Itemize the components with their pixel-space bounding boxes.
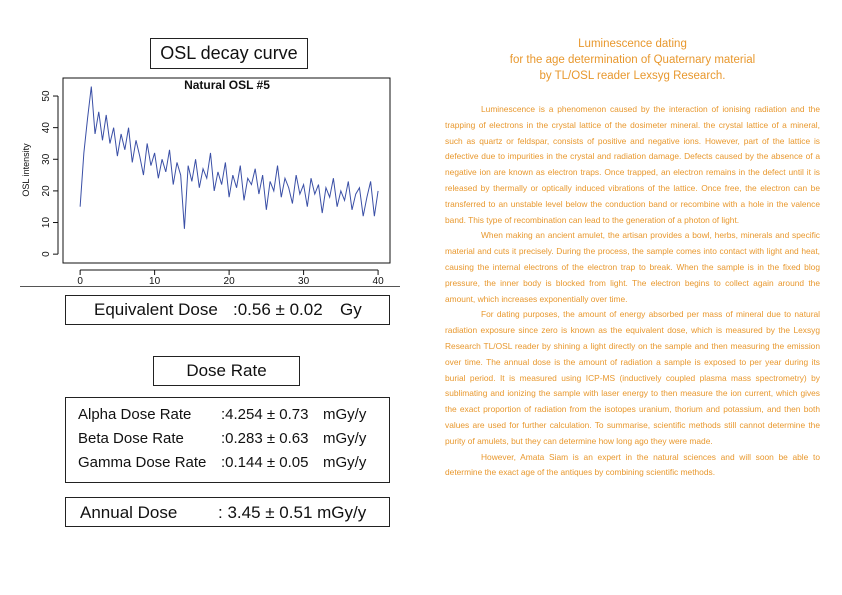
x-tick-label: 20 xyxy=(224,276,236,287)
value: : 3.45 ± 0.51 mGy/y xyxy=(218,503,367,522)
plot-frame xyxy=(62,77,391,264)
article-title: for the age determination of Quaternary … xyxy=(509,54,756,66)
label: Beta Dose Rate xyxy=(78,430,184,447)
paragraph: For dating purposes, the amount of energ… xyxy=(445,309,820,446)
paragraph: However, Amata Siam is an expert in the … xyxy=(445,451,820,478)
osl-curve xyxy=(79,86,379,229)
label: Equivalent Dose xyxy=(94,300,218,319)
unit: mGy/y xyxy=(323,406,367,423)
divider xyxy=(20,286,400,287)
annual-dose-box: Annual Dose : 3.45 ± 0.51 mGy/y xyxy=(65,497,390,527)
article-title: by TL/OSL reader Lexsyg Research. xyxy=(539,70,726,82)
x-tick-label: 30 xyxy=(298,276,310,287)
y-tick-label: 30 xyxy=(41,153,52,165)
chart-heading: OSL decay curve xyxy=(150,38,308,69)
value: :4.254 ± 0.73 xyxy=(221,406,309,423)
unit: mGy/y xyxy=(323,454,367,471)
label: Gamma Dose Rate xyxy=(78,454,207,471)
y-tick-label: 20 xyxy=(41,185,52,197)
unit: mGy/y xyxy=(323,430,367,447)
equivalent-dose-box: Equivalent Dose :0.56 ± 0.02 Gy xyxy=(65,295,390,325)
article: Luminescence dating for the age determin… xyxy=(445,36,820,481)
label: Alpha Dose Rate xyxy=(78,406,192,423)
value: :0.283 ± 0.63 xyxy=(221,430,309,447)
label: Annual Dose xyxy=(80,503,178,522)
chart: Natural OSL #5 OSL intensity 0 10 20 30 40 50… xyxy=(21,77,391,287)
dose-rate-heading: Dose Rate xyxy=(153,356,300,386)
dose-rate-box: Alpha Dose Rate :4.254 ± 0.73 mGy/y Beta Do… xyxy=(65,397,390,483)
y-tick-label: 50 xyxy=(41,90,52,102)
y-axis-label: OSL intensity xyxy=(21,143,31,197)
y-tick-label: 40 xyxy=(41,122,52,134)
x-tick-label: 10 xyxy=(149,276,161,287)
y-tick-label: 0 xyxy=(41,251,52,257)
y-tick-label: 10 xyxy=(41,217,52,229)
unit: Gy xyxy=(340,300,362,319)
x-tick-label: 40 xyxy=(373,276,385,287)
value: :0.56 ± 0.02 xyxy=(233,300,323,319)
value: :0.144 ± 0.05 xyxy=(221,454,309,471)
chart-title: Natural OSL #5 xyxy=(184,78,270,92)
x-tick-label: 0 xyxy=(77,276,83,287)
paragraph: Luminescence is a phenomenon caused by t… xyxy=(445,104,820,225)
article-title: Luminescence dating xyxy=(578,38,687,50)
paragraph: When making an ancient amulet, the artis… xyxy=(445,230,820,304)
